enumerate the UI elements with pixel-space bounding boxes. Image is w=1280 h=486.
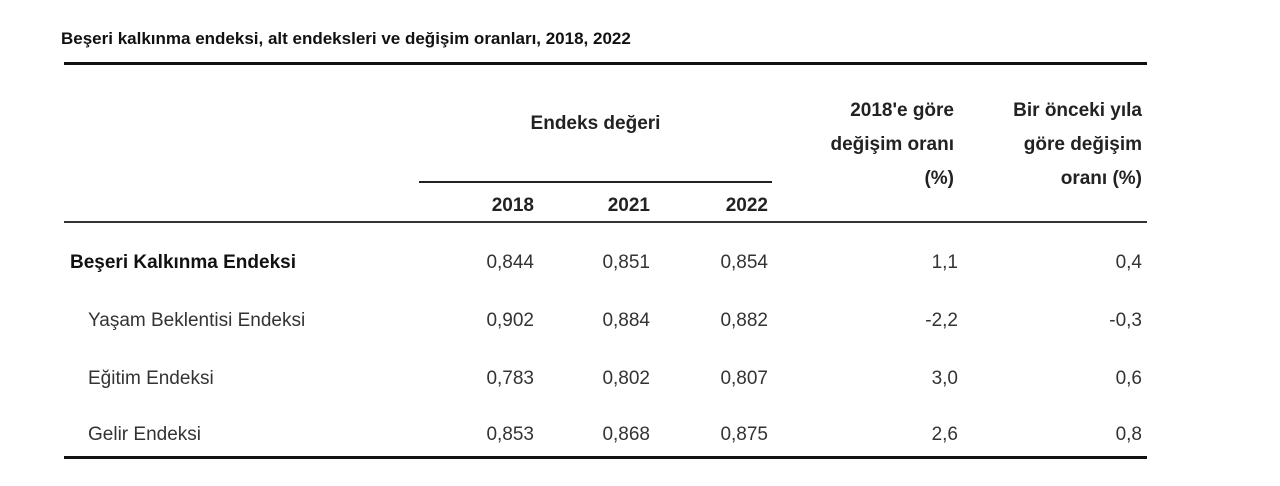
cell-2021: 0,884	[602, 310, 650, 331]
table-row: Gelir Endeksi 0,853 0,868 0,875 2,6 0,8	[0, 424, 1280, 454]
cell-2018: 0,783	[486, 368, 534, 389]
top-rule	[64, 62, 1147, 65]
cell-change-2018: -2,2	[925, 310, 958, 331]
row-label: Gelir Endeksi	[88, 424, 201, 445]
year-header-2022: 2022	[725, 195, 768, 216]
cell-change-2018: 3,0	[931, 368, 958, 389]
header-line: göre değişim	[1023, 134, 1142, 155]
table-row: Beşeri Kalkınma Endeksi 0,844 0,851 0,85…	[0, 252, 1280, 282]
cell-change-2018: 1,1	[931, 252, 958, 273]
group-header-index-value: Endeks değeri	[530, 113, 661, 134]
cell-2022: 0,854	[720, 252, 768, 273]
cell-change-prev: 0,6	[1115, 368, 1142, 389]
header-line: değişim oranı	[830, 134, 954, 155]
header-change-since-2018: 2018'e göre değişim oranı (%)	[760, 94, 954, 196]
table-title: Beşeri kalkınma endeksi, alt endeksleri …	[61, 29, 631, 48]
cell-2021: 0,851	[602, 252, 650, 273]
cell-2018: 0,902	[486, 310, 534, 331]
cell-change-prev: 0,4	[1115, 252, 1142, 273]
row-label: Yaşam Beklentisi Endeksi	[88, 310, 306, 331]
cell-change-prev: -0,3	[1109, 310, 1142, 331]
header-rule	[64, 221, 1147, 223]
row-label: Eğitim Endeksi	[88, 368, 214, 389]
header-line: oranı (%)	[1060, 168, 1142, 189]
year-header-2021: 2021	[607, 195, 650, 216]
header-line: 2018'e göre	[850, 100, 954, 121]
header-change-prev-year: Bir önceki yıla göre değişim oranı (%)	[960, 94, 1142, 196]
year-header-2018: 2018	[491, 195, 534, 216]
cell-2018: 0,853	[486, 424, 534, 445]
row-label: Beşeri Kalkınma Endeksi	[70, 252, 296, 273]
table-row: Eğitim Endeksi 0,783 0,802 0,807 3,0 0,6	[0, 368, 1280, 398]
cell-change-prev: 0,8	[1115, 424, 1142, 445]
cell-2022: 0,882	[720, 310, 768, 331]
header-line: Bir önceki yıla	[1013, 100, 1142, 121]
bottom-rule	[64, 456, 1147, 459]
cell-change-2018: 2,6	[931, 424, 958, 445]
group-rule	[419, 181, 772, 183]
cell-2018: 0,844	[486, 252, 534, 273]
header-line: (%)	[924, 168, 954, 189]
table-row: Yaşam Beklentisi Endeksi 0,902 0,884 0,8…	[0, 310, 1280, 340]
cell-2021: 0,802	[602, 368, 650, 389]
cell-2022: 0,807	[720, 368, 768, 389]
cell-2021: 0,868	[602, 424, 650, 445]
cell-2022: 0,875	[720, 424, 768, 445]
